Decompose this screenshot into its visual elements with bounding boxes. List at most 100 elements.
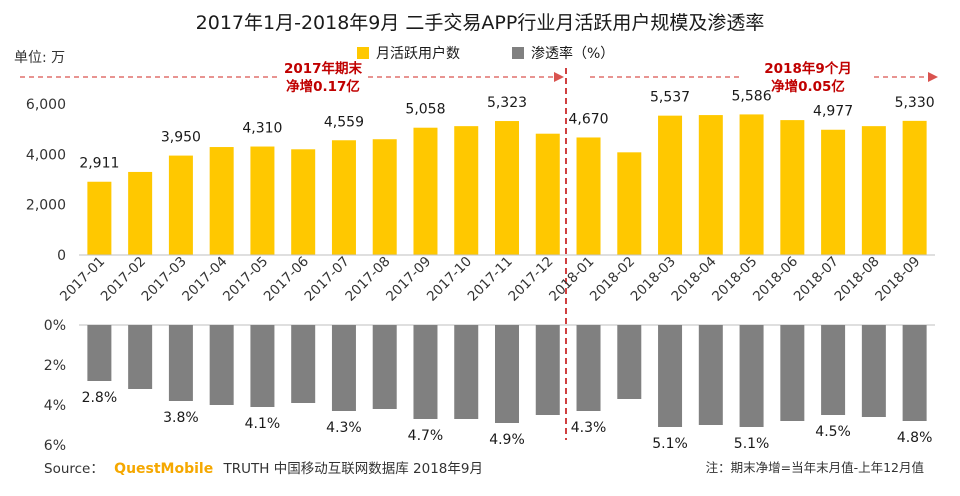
bottom-y-axis: 0% 2% 4% 6%	[44, 318, 66, 454]
mau-bar-label: 4,559	[324, 114, 364, 130]
annotation-2017-line2: 净增0.17亿	[286, 78, 360, 95]
mau-bar-label: 5,537	[650, 90, 690, 106]
bottom-y-tick-label: 2%	[44, 358, 66, 374]
bottom-bars	[87, 325, 927, 427]
chart-title: 2017年1月-2018年9月 二手交易APP行业月活跃用户规模及渗透率	[196, 12, 765, 34]
top-y-tick-label: 6,000	[26, 97, 66, 113]
penetration-bar	[698, 325, 723, 425]
penetration-bar	[291, 325, 316, 403]
mau-bar	[250, 146, 275, 255]
mau-bar	[821, 129, 846, 255]
annotation-2018-line1: 2018年9个月	[764, 60, 851, 77]
source-text: Source： QuestMobile TRUTH 中国移动互联网数据库 201…	[44, 461, 483, 477]
top-bar-labels: 2,911 3,950 4,310 4,559 5,058 5,323 4,670 5,537…	[79, 88, 934, 171]
bottom-y-tick-label: 6%	[44, 438, 66, 454]
mau-bar	[495, 121, 519, 255]
mau-bar-label: 4,977	[813, 104, 853, 120]
top-bars	[87, 114, 927, 256]
mau-bar	[617, 152, 642, 255]
annotation-2018-line2: 净增0.05亿	[771, 78, 845, 95]
annotation-2017-line1: 2017年期末	[284, 60, 363, 77]
mau-bar-label: 3,950	[161, 130, 201, 146]
penetration-bar-label: 4.1%	[245, 416, 281, 432]
penetration-bar-label: 4.7%	[408, 428, 444, 444]
penetration-bar-label: 4.8%	[897, 430, 933, 446]
arrow-head-right	[928, 72, 938, 82]
bottom-bar-labels: 2.8% 3.8% 4.1% 4.3% 4.7% 4.9% 4.3% 5.1% 5.1% 4.5%…	[82, 390, 933, 452]
penetration-bar-label: 5.1%	[652, 436, 688, 452]
legend-swatch-penetration	[512, 47, 524, 59]
penetration-bar-label: 4.3%	[326, 420, 362, 436]
mau-bar	[168, 155, 193, 255]
penetration-bar	[454, 325, 479, 419]
mau-bar	[372, 139, 397, 255]
penetration-bar	[331, 325, 356, 411]
penetration-bar	[209, 325, 234, 405]
penetration-bar	[413, 325, 438, 419]
penetration-bar-label: 4.5%	[815, 424, 851, 440]
mau-bar	[87, 181, 112, 255]
top-y-tick-label: 0	[57, 248, 66, 264]
top-y-axis: 0 2,000 4,000 6,000	[26, 97, 66, 264]
mau-bar	[861, 126, 886, 255]
legend-swatch-mau	[357, 47, 369, 59]
top-y-tick-label: 4,000	[26, 147, 66, 163]
penetration-bar	[739, 325, 764, 427]
penetration-bar	[168, 325, 193, 401]
penetration-bar-label: 4.3%	[571, 420, 607, 436]
penetration-bar-label: 4.9%	[489, 432, 525, 448]
penetration-bar-label: 2.8%	[82, 390, 118, 406]
penetration-bar	[250, 325, 275, 407]
penetration-bar	[617, 325, 642, 399]
legend-label-mau: 月活跃用户数	[376, 45, 460, 62]
mau-bar	[902, 120, 927, 255]
mau-bar	[698, 115, 723, 255]
mau-bar-label: 5,323	[487, 95, 527, 111]
x-tick-labels: 2017-012017-022017-032017-042017-052017-…	[57, 254, 923, 305]
mau-bar	[535, 133, 560, 255]
penetration-bar-label: 5.1%	[734, 436, 770, 452]
source-prefix: Source：	[44, 461, 104, 477]
source-line: Source： QuestMobile TRUTH 中国移动互联网数据库 201…	[44, 461, 483, 477]
mau-bar	[291, 149, 316, 255]
mau-bar	[658, 115, 683, 256]
penetration-bar	[821, 325, 846, 415]
mau-bar-label: 5,058	[405, 102, 445, 118]
penetration-bar	[576, 325, 601, 411]
mau-bar	[780, 120, 805, 256]
mau-bar-label: 4,670	[568, 111, 608, 127]
arrow-head-left	[554, 72, 564, 82]
penetration-bar-label: 3.8%	[163, 410, 199, 426]
mau-bar	[209, 147, 234, 255]
legend-label-penetration: 渗透率（%）	[531, 45, 614, 62]
penetration-bar	[861, 325, 886, 417]
bottom-y-tick-label: 4%	[44, 398, 66, 414]
bottom-y-tick-label: 0%	[44, 318, 66, 334]
penetration-bar	[128, 325, 153, 389]
annotation-2017: 2017年期末 净增0.17亿	[284, 60, 363, 95]
penetration-bar	[372, 325, 397, 409]
penetration-bar	[780, 325, 805, 421]
top-y-tick-label: 2,000	[26, 198, 66, 214]
penetration-bar	[495, 325, 519, 423]
mau-bar	[454, 126, 479, 255]
footnote: 注：期末净增=当年末月值-上年12月值	[706, 460, 924, 475]
mau-bar	[331, 140, 356, 255]
mau-bar-label: 5,330	[895, 95, 935, 111]
penetration-bar	[902, 325, 927, 421]
mau-bar-label: 4,310	[242, 121, 282, 137]
mau-bar	[576, 137, 601, 255]
x-tick-label: 2018-09	[872, 254, 923, 305]
annotation-2018: 2018年9个月 净增0.05亿	[764, 60, 851, 95]
source-brand: QuestMobile	[114, 461, 213, 477]
penetration-bar	[658, 325, 683, 427]
mau-bar	[128, 171, 153, 255]
penetration-bar	[87, 325, 112, 381]
mau-bar-label: 2,911	[79, 156, 119, 172]
legend: 月活跃用户数 渗透率（%）	[357, 45, 614, 62]
mau-bar	[413, 127, 438, 255]
unit-label: 单位: 万	[14, 50, 65, 66]
mau-bar-label: 5,586	[732, 88, 772, 104]
mau-bar	[739, 114, 764, 255]
